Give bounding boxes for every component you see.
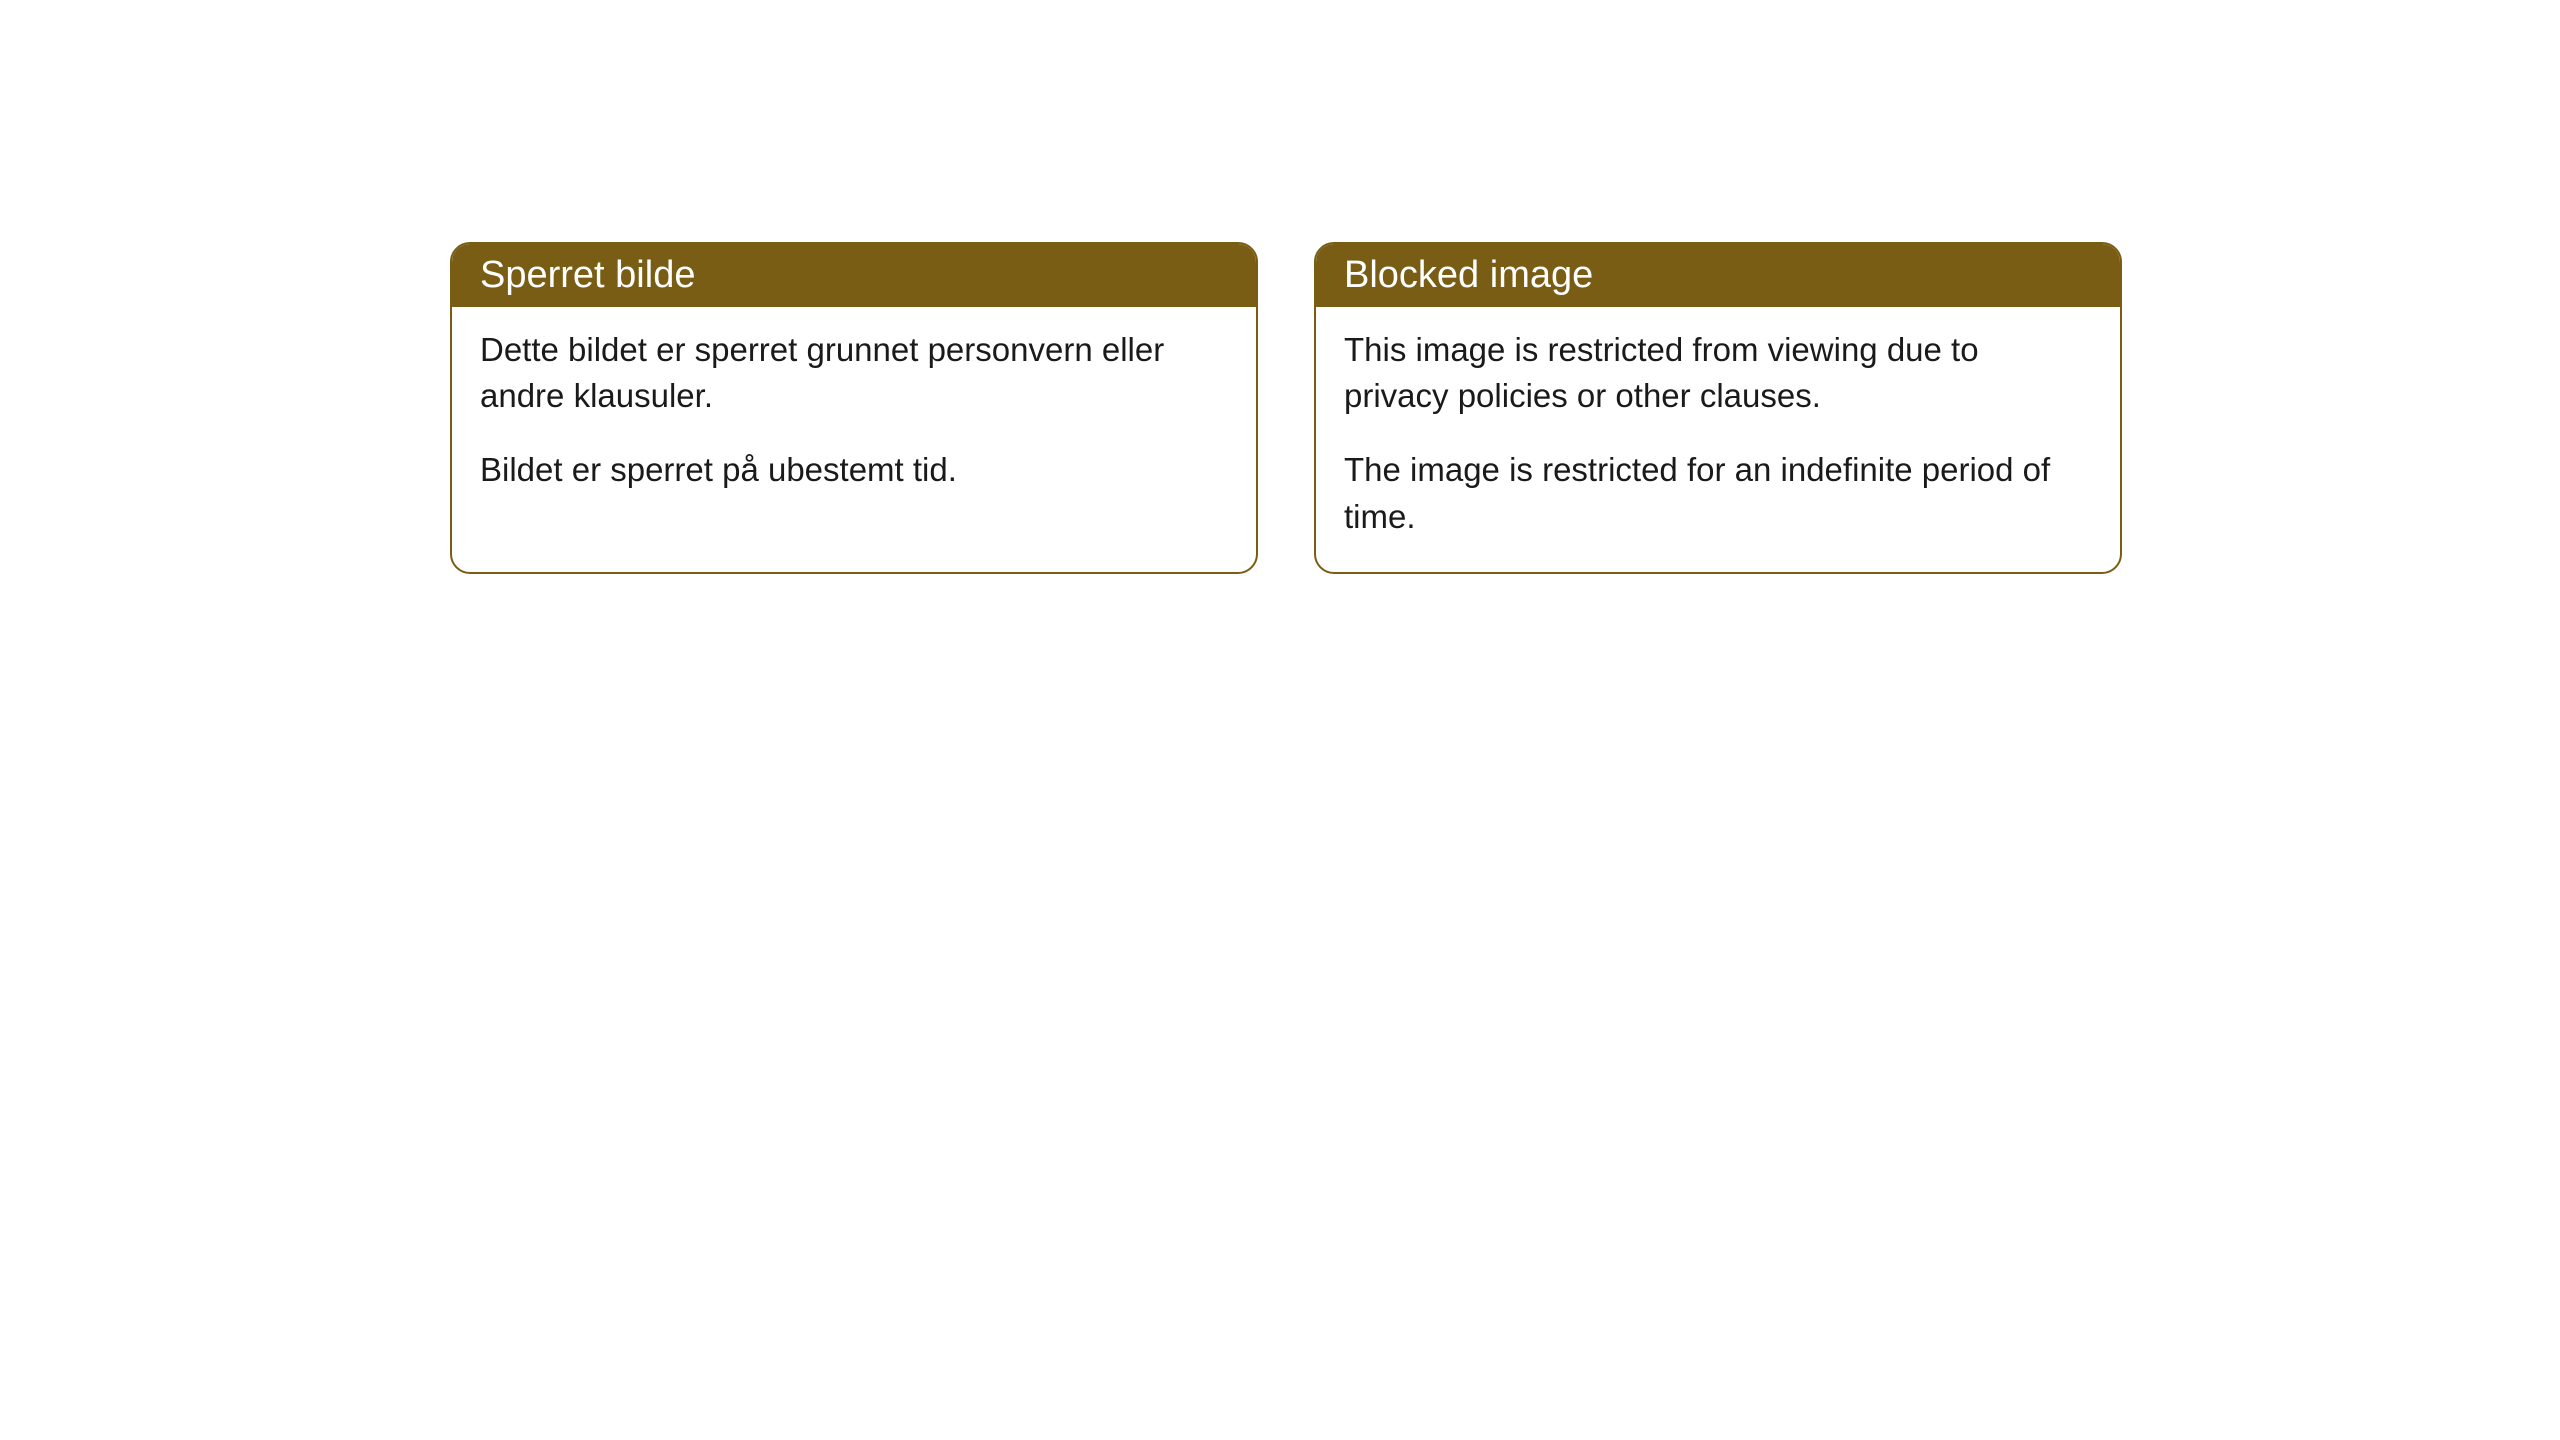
- card-body: This image is restricted from viewing du…: [1316, 307, 2120, 572]
- card-header: Blocked image: [1316, 244, 2120, 307]
- card-paragraph: Bildet er sperret på ubestemt tid.: [480, 447, 1228, 493]
- card-title: Blocked image: [1344, 254, 1593, 296]
- card-header: Sperret bilde: [452, 244, 1256, 307]
- card-title: Sperret bilde: [480, 254, 695, 296]
- card-paragraph: This image is restricted from viewing du…: [1344, 327, 2092, 419]
- card-body: Dette bildet er sperret grunnet personve…: [452, 307, 1256, 526]
- blocked-image-card-no: Sperret bilde Dette bildet er sperret gr…: [450, 242, 1258, 574]
- card-paragraph: The image is restricted for an indefinit…: [1344, 447, 2092, 539]
- card-paragraph: Dette bildet er sperret grunnet personve…: [480, 327, 1228, 419]
- blocked-image-card-en: Blocked image This image is restricted f…: [1314, 242, 2122, 574]
- notice-container: Sperret bilde Dette bildet er sperret gr…: [0, 0, 2560, 574]
